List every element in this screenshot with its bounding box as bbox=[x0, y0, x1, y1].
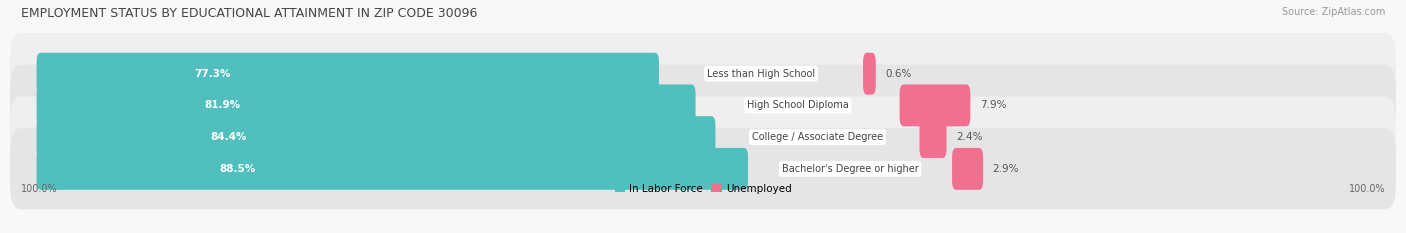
Text: Source: ZipAtlas.com: Source: ZipAtlas.com bbox=[1281, 7, 1385, 17]
Text: 100.0%: 100.0% bbox=[21, 185, 58, 195]
FancyBboxPatch shape bbox=[900, 84, 970, 126]
Text: 77.3%: 77.3% bbox=[194, 69, 231, 79]
FancyBboxPatch shape bbox=[10, 65, 1396, 146]
Text: EMPLOYMENT STATUS BY EDUCATIONAL ATTAINMENT IN ZIP CODE 30096: EMPLOYMENT STATUS BY EDUCATIONAL ATTAINM… bbox=[21, 7, 478, 20]
FancyBboxPatch shape bbox=[10, 33, 1396, 114]
Text: College / Associate Degree: College / Associate Degree bbox=[752, 132, 883, 142]
FancyBboxPatch shape bbox=[863, 53, 876, 95]
Text: 81.9%: 81.9% bbox=[205, 100, 240, 110]
FancyBboxPatch shape bbox=[952, 148, 983, 190]
FancyBboxPatch shape bbox=[37, 148, 748, 190]
Text: 2.9%: 2.9% bbox=[993, 164, 1019, 174]
FancyBboxPatch shape bbox=[37, 84, 696, 126]
Text: 2.4%: 2.4% bbox=[956, 132, 983, 142]
FancyBboxPatch shape bbox=[37, 53, 659, 95]
Text: Bachelor's Degree or higher: Bachelor's Degree or higher bbox=[782, 164, 918, 174]
Text: 100.0%: 100.0% bbox=[1348, 185, 1385, 195]
Text: 0.6%: 0.6% bbox=[884, 69, 911, 79]
Text: High School Diploma: High School Diploma bbox=[747, 100, 848, 110]
Text: Less than High School: Less than High School bbox=[707, 69, 815, 79]
FancyBboxPatch shape bbox=[10, 96, 1396, 178]
Text: 7.9%: 7.9% bbox=[980, 100, 1007, 110]
FancyBboxPatch shape bbox=[920, 116, 946, 158]
FancyBboxPatch shape bbox=[37, 116, 716, 158]
Legend: In Labor Force, Unemployed: In Labor Force, Unemployed bbox=[610, 179, 796, 198]
Text: 88.5%: 88.5% bbox=[219, 164, 256, 174]
FancyBboxPatch shape bbox=[10, 128, 1396, 209]
Text: 84.4%: 84.4% bbox=[209, 132, 246, 142]
